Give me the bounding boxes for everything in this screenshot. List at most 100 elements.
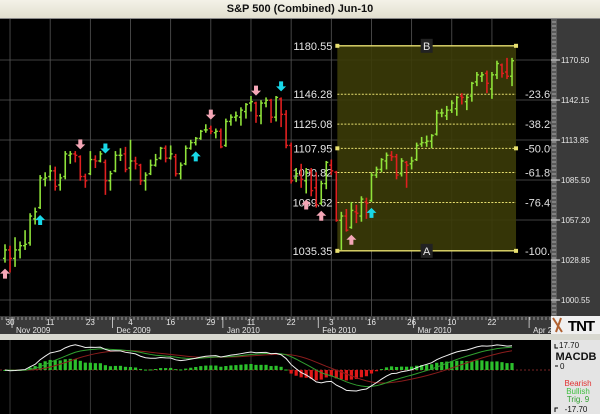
ohlc-bar [369,172,374,202]
panel-splitter[interactable] [0,334,600,340]
ohlc-bar [384,152,389,170]
date-axis-day-label: 16 [367,318,376,327]
date-axis-day-label: 3 [329,318,334,327]
macd-histogram-bar [289,370,293,374]
macd-histogram-bar [344,370,348,381]
ohlc-bar [324,160,329,190]
macd-histogram-bar [179,369,183,371]
date-axis-day-label: 30 [6,318,15,327]
arrow-up-icon [301,199,312,210]
fib-price-label: 1107.95 [293,143,332,155]
tnt-logo: TNT [551,316,600,335]
macd-histogram-bar [118,365,123,370]
macd-histogram-bar [214,365,218,370]
macd-bottom-label: -17.70 [565,405,588,414]
macd-axis[interactable] [551,340,600,414]
macd-histogram-bar [314,370,318,381]
price-axis-label: 1085.50 [561,176,590,185]
macd-histogram-bar [354,370,358,379]
ohlc-bar [53,166,58,191]
date-axis-day-label: 16 [166,318,175,327]
ohlc-bar [339,211,344,250]
macd-histogram-bar [58,360,62,370]
ohlc-bar [233,111,238,122]
ohlc-bar [494,60,499,80]
arrow-up-icon [366,207,377,218]
ohlc-bar [198,129,203,140]
ohlc-bar [299,163,304,188]
macd-histogram-bar [209,365,213,370]
signal-arrows [0,81,377,279]
macd-histogram-bar [505,363,509,370]
ohlc-bar [334,170,339,222]
macd-histogram-bar [73,359,77,370]
macd-histogram-bar [485,361,489,370]
macd-histogram-bar [374,370,379,372]
ohlc-bar [469,81,474,102]
arrow-up-icon [316,210,327,221]
ohlc-bar [213,128,218,139]
macd-line [4,344,513,392]
macd-histogram-bar [98,363,102,370]
macd-histogram-bar [490,361,494,370]
macd-histogram-bar [465,361,469,370]
fib-handle [335,43,340,48]
date-axis-labels: 30 11 23 4 16 29 11 22 3 16 26 10 22 Nov 2009 Dec 2009… [1,317,553,335]
macd-histogram-bar [339,370,343,380]
macd-axis-ticks [554,344,558,412]
fib-price-label: 1146.28 [293,89,332,101]
macd-histogram-bar [475,360,479,370]
macd-histogram-bar [455,360,459,370]
trigger-line [4,346,513,388]
macd-histogram-bar [294,370,298,376]
macd-histogram-bar [420,365,424,370]
arrow-down-icon [100,143,111,154]
date-axis[interactable] [0,316,551,334]
macd-histogram-bar [184,368,188,370]
macd-histogram-bar [48,359,52,370]
ohlc-bar [248,96,253,112]
ohlc-bar [510,57,515,87]
date-axis-month-label: Nov 2009 [16,326,51,335]
macd-histogram-bar [154,368,158,370]
macd-histogram-bar [159,368,163,370]
ohlc-bar [264,97,269,108]
ohlc-bar [374,166,379,178]
macd-histogram-bar [405,366,409,370]
price-axis-label: 1057.20 [561,216,590,225]
macd-histogram-bar [169,367,173,370]
ohlc-bar [304,168,309,194]
fib-price-label: 1035.35 [293,246,333,258]
macd-histogram-bar [389,366,394,370]
legend-bullish: Bullish [566,387,590,396]
macd-histogram-bar [174,369,178,371]
ohlc-bar [449,100,454,113]
ohlc-bar [193,136,198,146]
macd-histogram-bar [279,366,283,370]
ohlc-bar [354,204,359,224]
ohlc-bar [93,155,98,169]
macd-zero-label: 0 [560,362,565,371]
macd-histogram-bar [83,362,87,370]
macd-histogram-bar [384,367,389,370]
fib-handle [514,146,519,151]
date-axis-day-label: 26 [407,318,416,327]
macd-histogram-bar [435,362,439,370]
macd-name: MACDB [556,351,597,363]
macd-histogram-bar [239,364,243,370]
price-axis[interactable] [551,19,600,316]
ohlc-bar [13,237,18,267]
ohlc-bar [284,110,289,149]
date-axis-month-label: Feb 2010 [322,326,356,335]
ohlc-bar [68,151,73,164]
macd-histogram-bar [254,364,258,370]
ohlc-bar [424,135,429,147]
macd-histogram-bar [164,368,168,370]
ohlc-bar [344,208,349,232]
ohlc-bar [409,156,414,170]
macd-histogram-bar [234,365,238,370]
ohlc-bar [389,151,394,161]
macd-top-label: 17.70 [559,341,580,350]
fib-price-label: 1125.08 [293,119,332,131]
fib-point-bg [420,38,433,53]
